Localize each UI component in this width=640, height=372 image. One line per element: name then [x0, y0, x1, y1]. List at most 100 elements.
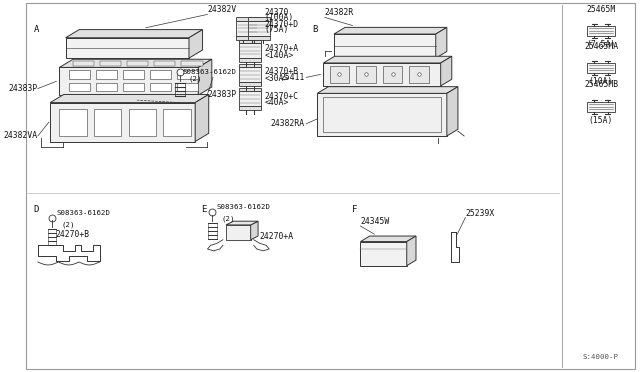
- Bar: [177, 83, 198, 92]
- Text: (7.5A): (7.5A): [586, 39, 616, 49]
- Polygon shape: [334, 28, 447, 34]
- Bar: [50, 103, 195, 141]
- Polygon shape: [60, 59, 212, 67]
- Bar: [129, 109, 156, 136]
- Text: (15A): (15A): [589, 116, 613, 125]
- Polygon shape: [436, 28, 447, 58]
- Bar: [236, 21, 259, 36]
- Bar: [323, 63, 441, 86]
- Bar: [356, 66, 376, 83]
- Bar: [588, 26, 614, 36]
- Text: (2): (2): [189, 76, 202, 82]
- Bar: [236, 36, 259, 39]
- Text: <30A>: <30A>: [265, 74, 289, 83]
- Text: 24383P: 24383P: [207, 90, 237, 99]
- Bar: [226, 225, 251, 240]
- Bar: [177, 70, 198, 78]
- Bar: [96, 83, 117, 92]
- Text: 24345W: 24345W: [360, 217, 390, 226]
- Polygon shape: [447, 87, 458, 136]
- Bar: [317, 93, 447, 136]
- Text: 25465MA: 25465MA: [584, 42, 618, 51]
- Text: 24382RA: 24382RA: [271, 119, 305, 128]
- Text: 24370+B: 24370+B: [265, 67, 299, 76]
- Polygon shape: [50, 94, 209, 103]
- Text: E: E: [202, 205, 207, 214]
- Text: D: D: [33, 205, 39, 214]
- Bar: [163, 109, 191, 136]
- Bar: [334, 34, 436, 58]
- Bar: [248, 17, 270, 21]
- Text: 24370: 24370: [265, 8, 289, 17]
- Bar: [360, 241, 407, 266]
- Bar: [239, 106, 261, 110]
- Bar: [239, 92, 261, 106]
- Bar: [68, 70, 90, 78]
- Bar: [239, 58, 261, 62]
- Text: 24382R: 24382R: [324, 9, 354, 17]
- Text: <40A>: <40A>: [265, 99, 289, 108]
- Bar: [123, 83, 144, 92]
- Text: 25239X: 25239X: [465, 208, 495, 218]
- Polygon shape: [407, 236, 416, 266]
- Bar: [248, 36, 270, 39]
- Bar: [150, 83, 172, 92]
- Text: <140A>: <140A>: [265, 51, 294, 60]
- Text: A: A: [33, 25, 39, 34]
- Text: S08363-6162D: S08363-6162D: [183, 69, 237, 75]
- Text: S:4000-P: S:4000-P: [582, 354, 618, 360]
- Bar: [154, 61, 175, 66]
- Bar: [239, 64, 261, 67]
- Bar: [330, 66, 349, 83]
- Text: (2): (2): [61, 221, 75, 228]
- Polygon shape: [195, 94, 209, 141]
- Polygon shape: [189, 30, 202, 58]
- Polygon shape: [226, 221, 258, 225]
- Bar: [588, 62, 614, 73]
- Bar: [588, 102, 614, 112]
- Polygon shape: [198, 59, 212, 95]
- Bar: [409, 66, 429, 83]
- Bar: [68, 83, 90, 92]
- Bar: [73, 61, 94, 66]
- Bar: [323, 97, 441, 132]
- Text: 25411: 25411: [280, 73, 305, 82]
- Bar: [239, 39, 261, 43]
- Bar: [100, 61, 122, 66]
- Text: 24270+B: 24270+B: [55, 230, 89, 240]
- Text: 24383P: 24383P: [8, 84, 38, 93]
- Text: 24382V: 24382V: [207, 6, 237, 15]
- Polygon shape: [360, 236, 416, 241]
- Bar: [60, 109, 87, 136]
- Text: S08363-6162D: S08363-6162D: [56, 210, 110, 216]
- Polygon shape: [441, 56, 452, 86]
- Bar: [181, 61, 202, 66]
- Text: 24382VA: 24382VA: [4, 131, 38, 141]
- Bar: [94, 109, 122, 136]
- Polygon shape: [317, 87, 458, 93]
- Bar: [127, 61, 148, 66]
- Bar: [239, 67, 261, 82]
- Text: F: F: [353, 205, 358, 214]
- Bar: [239, 43, 261, 58]
- Text: 25465MB: 25465MB: [584, 80, 618, 89]
- Text: B: B: [312, 25, 317, 34]
- Bar: [96, 70, 117, 78]
- Polygon shape: [251, 221, 258, 240]
- Text: 24370+C: 24370+C: [265, 92, 299, 101]
- Text: (10A): (10A): [589, 77, 613, 86]
- Text: S08363-6162D: S08363-6162D: [217, 204, 271, 210]
- Text: 25465M: 25465M: [586, 5, 616, 14]
- Bar: [383, 66, 403, 83]
- Text: (2): (2): [221, 216, 235, 222]
- Bar: [60, 67, 198, 95]
- Bar: [239, 88, 261, 92]
- Text: 24370+A: 24370+A: [265, 44, 299, 53]
- Bar: [66, 38, 189, 58]
- Text: 24270+A: 24270+A: [260, 231, 294, 241]
- Text: 24370+D: 24370+D: [265, 20, 299, 29]
- Bar: [123, 70, 144, 78]
- Polygon shape: [323, 56, 452, 63]
- Text: (75A): (75A): [265, 25, 289, 34]
- Bar: [248, 21, 270, 36]
